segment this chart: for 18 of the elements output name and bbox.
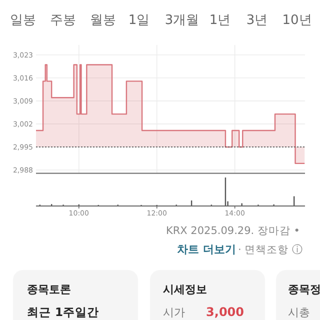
- text: · 면책조항 ⓘ: [238, 243, 304, 256]
- text: 3년: [246, 13, 268, 28]
- text: 차트 더보기: [177, 243, 236, 256]
- text: 주봉: [50, 13, 76, 28]
- text: 1일: [128, 13, 150, 28]
- text: 최근 1주일간: [27, 305, 100, 319]
- text: 3,000: [206, 305, 244, 319]
- text: 10년: [282, 13, 312, 28]
- text: 시가: [163, 306, 185, 319]
- text: 월봉: [90, 13, 116, 28]
- text: 일봉: [10, 13, 36, 28]
- text: 종목정: [288, 283, 320, 296]
- text: 종목토론: [27, 283, 71, 296]
- text: KRX 2025.09.29. 장마감 •: [166, 225, 300, 237]
- text: 시세정보: [163, 283, 207, 296]
- text: 시총: [288, 306, 310, 319]
- text: 3개월: [164, 13, 200, 28]
- text: 1년: [209, 13, 231, 28]
